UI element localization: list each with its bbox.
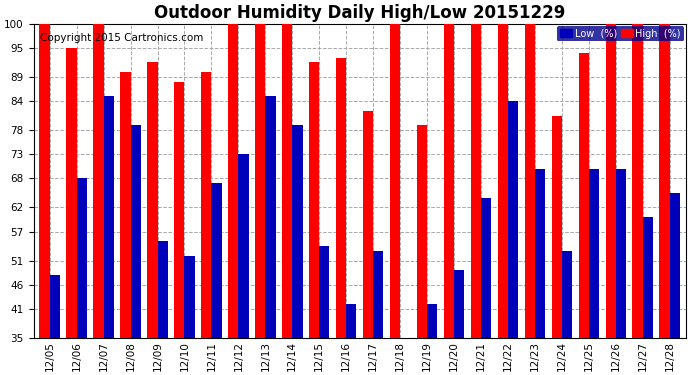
Bar xyxy=(390,24,400,338)
Bar xyxy=(66,48,77,338)
Bar xyxy=(615,169,626,338)
Bar xyxy=(497,24,508,338)
Bar xyxy=(39,24,50,338)
Bar xyxy=(238,154,248,338)
Bar xyxy=(336,58,346,338)
Bar xyxy=(319,246,330,338)
Bar xyxy=(104,96,114,338)
Bar xyxy=(309,62,319,338)
Bar xyxy=(606,24,615,338)
Bar xyxy=(454,270,464,338)
Bar xyxy=(174,82,184,338)
Bar xyxy=(201,72,211,338)
Bar xyxy=(147,62,157,338)
Bar xyxy=(417,125,427,338)
Bar xyxy=(363,111,373,338)
Bar xyxy=(77,178,87,338)
Bar xyxy=(670,193,680,338)
Bar xyxy=(50,275,60,338)
Bar xyxy=(524,24,535,338)
Legend: Low  (%), High  (%): Low (%), High (%) xyxy=(558,26,684,42)
Bar xyxy=(282,24,293,338)
Bar xyxy=(660,24,670,338)
Bar xyxy=(481,198,491,338)
Bar xyxy=(562,251,572,338)
Bar xyxy=(471,24,481,338)
Text: Copyright 2015 Cartronics.com: Copyright 2015 Cartronics.com xyxy=(40,33,204,43)
Bar xyxy=(444,24,454,338)
Bar xyxy=(427,304,437,338)
Bar xyxy=(508,101,518,338)
Bar xyxy=(346,304,357,338)
Bar xyxy=(535,169,545,338)
Bar xyxy=(589,169,599,338)
Bar xyxy=(293,125,302,338)
Bar xyxy=(184,256,195,338)
Bar xyxy=(266,96,275,338)
Bar xyxy=(255,24,266,338)
Bar xyxy=(633,24,642,338)
Bar xyxy=(120,72,130,338)
Bar xyxy=(130,125,141,338)
Bar xyxy=(551,116,562,338)
Bar xyxy=(373,251,384,338)
Bar xyxy=(93,24,104,338)
Bar xyxy=(157,242,168,338)
Bar xyxy=(642,217,653,338)
Title: Outdoor Humidity Daily High/Low 20151229: Outdoor Humidity Daily High/Low 20151229 xyxy=(154,4,565,22)
Bar xyxy=(228,24,238,338)
Bar xyxy=(211,183,221,338)
Bar xyxy=(578,53,589,338)
